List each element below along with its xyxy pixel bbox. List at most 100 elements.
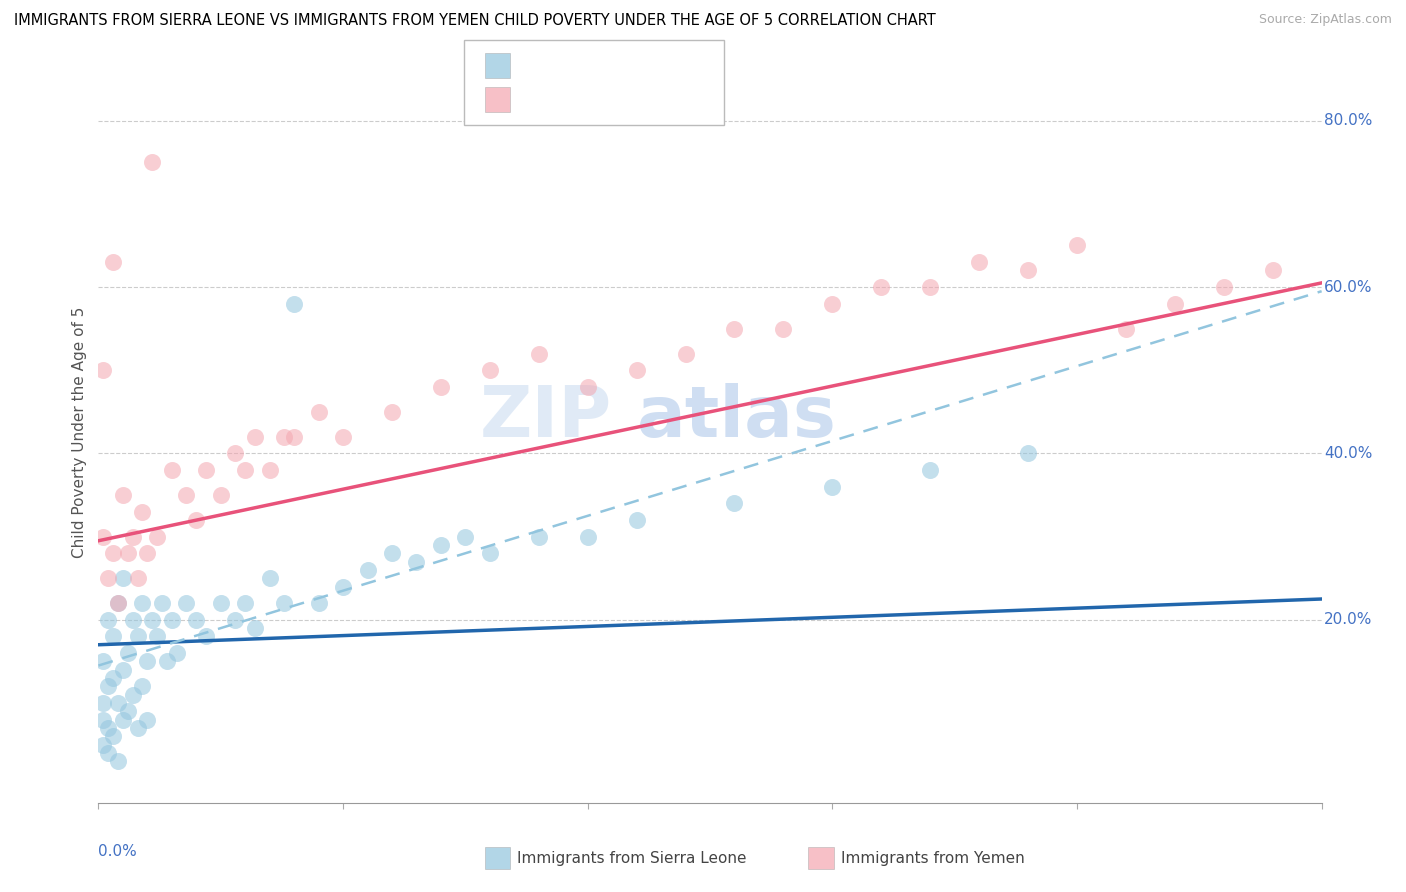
Point (121, 688, 143, 702)
Point (160, 463, 183, 477)
Point (136, 654, 159, 668)
Point (91, 713, 114, 727)
Point (1261, 263, 1284, 277)
Point (381, 546, 404, 560)
Point (626, 513, 648, 527)
Point (176, 596, 198, 610)
Text: R =  0.153   N = 58: R = 0.153 N = 58 (519, 57, 668, 71)
Point (146, 629, 169, 643)
Point (101, 629, 124, 643)
Point (91, 738, 114, 752)
Point (723, 496, 745, 510)
Point (91, 654, 114, 668)
Point (1017, 446, 1039, 460)
Text: R =  0.423   N = 46: R = 0.423 N = 46 (519, 91, 668, 105)
Text: IMMIGRANTS FROM SIERRA LEONE VS IMMIGRANTS FROM YEMEN CHILD POVERTY UNDER THE AG: IMMIGRANTS FROM SIERRA LEONE VS IMMIGRAN… (14, 13, 936, 29)
Point (97, 721, 120, 735)
Point (91, 696, 114, 710)
Point (243, 430, 266, 444)
Point (233, 463, 256, 477)
Point (111, 663, 134, 677)
Point (308, 405, 330, 419)
Point (233, 596, 256, 610)
Point (381, 405, 404, 419)
Point (107, 754, 129, 768)
Text: 60.0%: 60.0% (1324, 279, 1372, 294)
Point (150, 596, 173, 610)
Point (454, 530, 477, 544)
Point (121, 530, 143, 544)
Point (243, 621, 266, 635)
Y-axis label: Child Poverty Under the Age of 5: Child Poverty Under the Age of 5 (72, 307, 87, 558)
Point (107, 596, 129, 610)
Point (527, 530, 550, 544)
Point (1066, 238, 1088, 252)
Point (723, 321, 745, 335)
Text: Immigrants from Sierra Leone: Immigrants from Sierra Leone (517, 851, 747, 865)
Point (356, 563, 378, 577)
Point (101, 255, 124, 269)
Point (156, 654, 179, 668)
Point (101, 671, 124, 685)
Point (91, 363, 114, 377)
Point (117, 646, 139, 660)
Point (430, 538, 453, 552)
Point (186, 513, 208, 527)
Point (111, 488, 134, 502)
Point (121, 613, 143, 627)
Point (186, 613, 208, 627)
Point (127, 721, 149, 735)
Point (478, 546, 501, 560)
Point (131, 596, 153, 610)
Point (821, 296, 844, 310)
Point (478, 363, 501, 377)
Point (91, 530, 114, 544)
Point (141, 613, 163, 627)
Point (332, 430, 354, 444)
Point (127, 571, 149, 585)
Point (332, 580, 354, 594)
Point (576, 380, 599, 394)
Point (195, 463, 218, 477)
Point (117, 704, 139, 718)
Point (870, 280, 893, 294)
Point (166, 646, 188, 660)
Point (107, 596, 129, 610)
Point (160, 613, 183, 627)
Point (273, 596, 295, 610)
Text: 40.0%: 40.0% (1324, 446, 1372, 461)
Point (117, 546, 139, 560)
Point (259, 571, 281, 585)
Point (308, 596, 330, 610)
Point (430, 380, 453, 394)
Point (209, 488, 232, 502)
Point (527, 346, 550, 360)
Point (405, 555, 427, 569)
Point (131, 679, 153, 693)
Point (111, 713, 134, 727)
Text: ZIP: ZIP (479, 384, 612, 452)
Point (675, 346, 697, 360)
Text: Source: ZipAtlas.com: Source: ZipAtlas.com (1258, 13, 1392, 27)
Point (920, 463, 942, 477)
Text: atlas: atlas (637, 384, 837, 452)
Point (283, 296, 305, 310)
Point (576, 530, 599, 544)
Text: Immigrants from Yemen: Immigrants from Yemen (841, 851, 1025, 865)
Point (259, 463, 281, 477)
Text: 20.0%: 20.0% (1324, 612, 1372, 627)
Point (101, 546, 124, 560)
Point (1164, 296, 1187, 310)
Point (97, 571, 120, 585)
Point (967, 255, 990, 269)
Point (195, 629, 218, 643)
Point (626, 363, 648, 377)
Point (224, 446, 246, 460)
Point (1115, 321, 1137, 335)
Point (136, 546, 159, 560)
Point (224, 613, 246, 627)
Point (209, 596, 232, 610)
Point (772, 321, 794, 335)
Point (283, 430, 305, 444)
Point (141, 155, 163, 169)
